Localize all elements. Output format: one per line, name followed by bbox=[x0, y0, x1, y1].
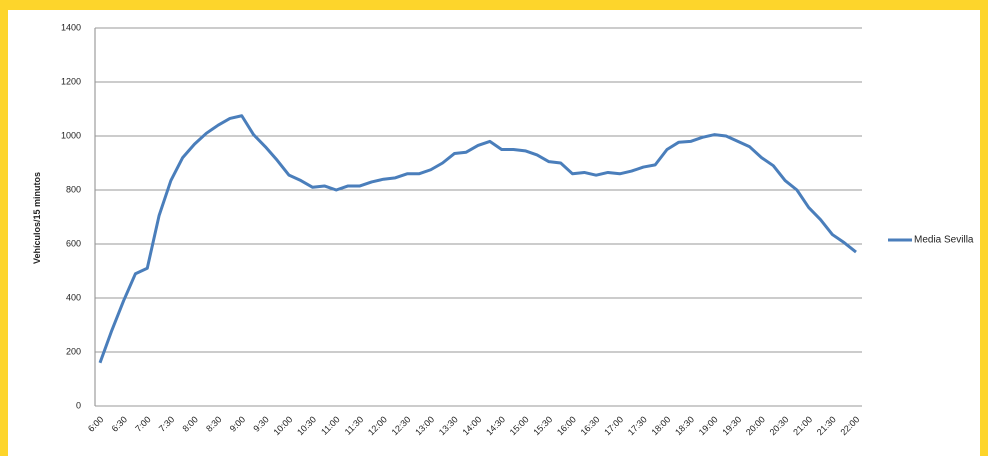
line-series bbox=[98, 114, 857, 364]
y-tick-label: 0 bbox=[76, 400, 81, 410]
y-tick-label: 1400 bbox=[61, 22, 81, 32]
y-tick-label: 1000 bbox=[61, 130, 81, 140]
y-axis-title: Vehículos/15 minutos bbox=[32, 172, 42, 264]
y-tick-label: 600 bbox=[66, 238, 81, 248]
y-tick-label: 800 bbox=[66, 184, 81, 194]
chart-background bbox=[8, 10, 980, 456]
y-tick-label: 1200 bbox=[61, 76, 81, 86]
y-tick-label: 400 bbox=[66, 292, 81, 302]
y-tick-label: 200 bbox=[66, 346, 81, 356]
legend-label: Media Sevilla bbox=[914, 235, 974, 246]
